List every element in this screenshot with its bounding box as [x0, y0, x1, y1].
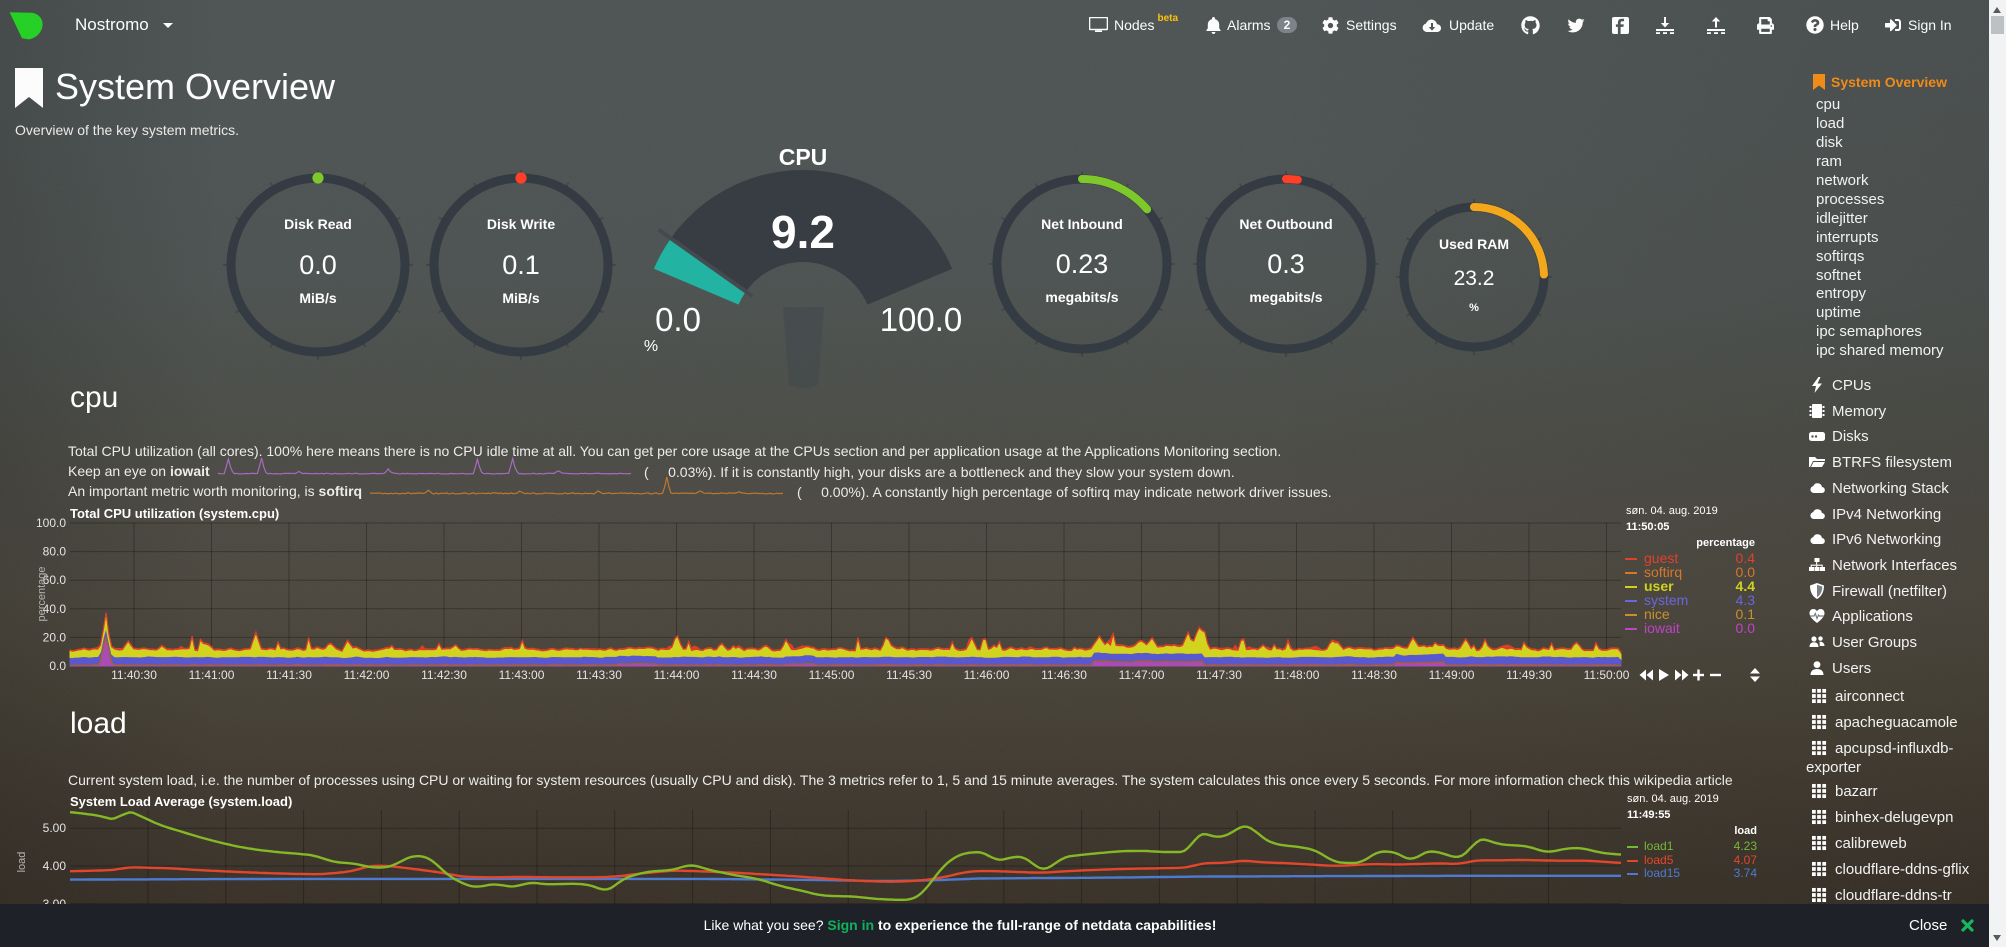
svg-text:100.0: 100.0 — [880, 301, 963, 338]
svg-text:11:47:30: 11:47:30 — [1196, 668, 1242, 682]
svg-text:0.0: 0.0 — [299, 250, 337, 280]
svg-text:megabits/s: megabits/s — [1249, 289, 1322, 305]
svg-text:11:50:00: 11:50:00 — [1584, 668, 1630, 682]
svg-text:40.0: 40.0 — [43, 602, 67, 616]
svg-text:20.0: 20.0 — [43, 630, 67, 644]
svg-text:100.0: 100.0 — [36, 516, 66, 530]
svg-text:11:48:00: 11:48:00 — [1274, 668, 1320, 682]
svg-text:11:47:00: 11:47:00 — [1119, 668, 1165, 682]
svg-text:11:46:00: 11:46:00 — [964, 668, 1010, 682]
svg-text:11:45:30: 11:45:30 — [886, 668, 932, 682]
svg-text:0.1: 0.1 — [502, 250, 540, 280]
svg-text:9.2: 9.2 — [771, 206, 835, 258]
svg-text:0.0: 0.0 — [49, 659, 66, 673]
svg-text:11:45:00: 11:45:00 — [809, 668, 855, 682]
svg-text:0.23: 0.23 — [1056, 249, 1109, 279]
svg-text:80.0: 80.0 — [43, 545, 67, 559]
svg-text:MiB/s: MiB/s — [299, 290, 337, 306]
svg-text:Disk Write: Disk Write — [487, 216, 555, 232]
svg-text:0.3: 0.3 — [1267, 249, 1305, 279]
svg-text:11:49:00: 11:49:00 — [1429, 668, 1475, 682]
svg-text:Net Outbound: Net Outbound — [1239, 216, 1332, 232]
svg-text:megabits/s: megabits/s — [1045, 289, 1118, 305]
svg-text:11:46:30: 11:46:30 — [1041, 668, 1087, 682]
svg-text:11:42:00: 11:42:00 — [344, 668, 390, 682]
svg-text:11:40:30: 11:40:30 — [111, 668, 157, 682]
svg-text:11:42:30: 11:42:30 — [421, 668, 467, 682]
svg-text:11:49:30: 11:49:30 — [1506, 668, 1552, 682]
svg-text:CPU: CPU — [779, 144, 828, 170]
svg-text:11:43:30: 11:43:30 — [576, 668, 622, 682]
svg-text:Net Inbound: Net Inbound — [1041, 216, 1123, 232]
svg-text:60.0: 60.0 — [43, 573, 67, 587]
svg-text:0.0: 0.0 — [655, 301, 701, 338]
svg-text:23.2: 23.2 — [1454, 267, 1495, 290]
svg-text:4.00: 4.00 — [43, 859, 67, 873]
svg-text:MiB/s: MiB/s — [502, 290, 540, 306]
svg-text:%: % — [644, 338, 658, 355]
svg-text:11:43:00: 11:43:00 — [499, 668, 545, 682]
svg-text:11:41:30: 11:41:30 — [266, 668, 312, 682]
svg-text:Disk Read: Disk Read — [284, 216, 352, 232]
svg-text:load: load — [16, 852, 28, 873]
svg-text:11:48:30: 11:48:30 — [1351, 668, 1397, 682]
svg-text:11:44:00: 11:44:00 — [654, 668, 700, 682]
svg-text:percentage: percentage — [36, 566, 48, 621]
svg-text:%: % — [1469, 302, 1479, 314]
svg-text:Used RAM: Used RAM — [1439, 236, 1509, 252]
svg-text:11:44:30: 11:44:30 — [731, 668, 777, 682]
svg-text:5.00: 5.00 — [43, 821, 67, 835]
svg-text:11:41:00: 11:41:00 — [189, 668, 235, 682]
